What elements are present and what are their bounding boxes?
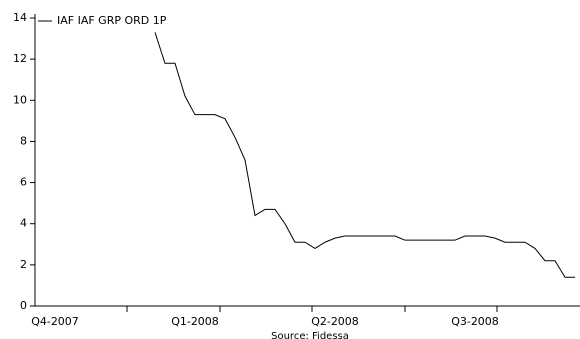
source-note: Source: Fidessa [271, 331, 349, 339]
y-tick-label: 0 [20, 299, 27, 312]
legend-label: IAF IAF GRP ORD 1P [57, 14, 167, 27]
y-tick-label: 8 [20, 134, 27, 147]
y-tick-label: 14 [13, 11, 27, 24]
x-tick-label: Q2-2008 [311, 315, 359, 328]
y-tick-label: 12 [13, 52, 27, 65]
x-tick-label: Q1-2008 [171, 315, 219, 328]
x-tick-label: Q4-2007 [31, 315, 79, 328]
price-line [154, 32, 575, 278]
y-tick-label: 6 [20, 176, 27, 189]
x-tick-label: Q3-2008 [451, 315, 499, 328]
y-tick-label: 4 [20, 217, 27, 230]
y-tick-label: 2 [20, 258, 27, 271]
y-tick-label: 10 [13, 93, 27, 106]
x-ticks [126, 306, 498, 312]
